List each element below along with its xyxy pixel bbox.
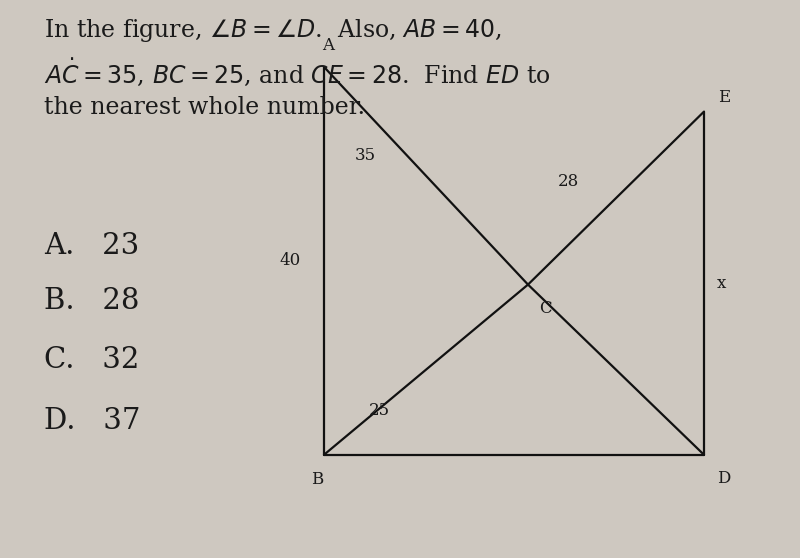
Text: C: C: [539, 300, 552, 316]
Text: 40: 40: [280, 252, 301, 270]
Text: A.   23: A. 23: [44, 232, 139, 259]
Text: B: B: [311, 472, 324, 488]
Text: E: E: [718, 89, 730, 106]
Text: D: D: [718, 470, 730, 487]
Text: D.   37: D. 37: [44, 407, 141, 435]
Text: A: A: [322, 37, 334, 54]
Text: 35: 35: [355, 147, 376, 164]
Text: B.   28: B. 28: [44, 287, 139, 315]
Text: x: x: [717, 275, 726, 292]
Text: 25: 25: [369, 402, 390, 418]
Text: C.   32: C. 32: [44, 346, 139, 374]
Text: 28: 28: [558, 173, 578, 190]
Text: In the figure, $\angle B = \angle D$.  Also, $AB = 40$,
$A\dot{C} = 35$, $BC = 2: In the figure, $\angle B = \angle D$. Al…: [44, 17, 550, 119]
